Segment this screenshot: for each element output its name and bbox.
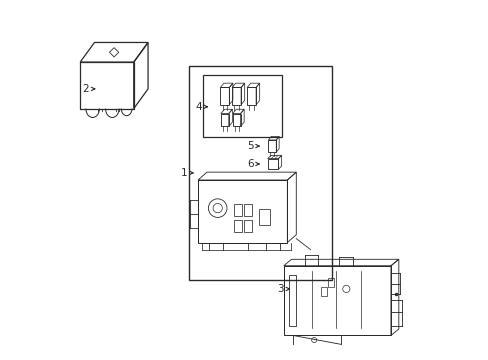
Bar	[288, 275, 295, 327]
Text: 1: 1	[181, 168, 187, 178]
Bar	[233, 220, 241, 232]
Text: 5: 5	[246, 141, 253, 151]
Bar	[203, 75, 282, 137]
Bar	[233, 204, 241, 216]
Bar	[232, 113, 240, 126]
Bar	[244, 204, 252, 216]
Bar	[321, 287, 326, 296]
Bar	[328, 278, 333, 287]
Bar	[283, 266, 390, 336]
Bar	[267, 158, 278, 169]
Bar	[232, 87, 241, 105]
Text: 3: 3	[277, 284, 283, 294]
Bar	[246, 87, 256, 105]
Bar	[244, 220, 252, 232]
Text: 2: 2	[82, 84, 89, 94]
Bar	[268, 140, 276, 152]
Bar	[189, 66, 331, 280]
Text: 6: 6	[246, 159, 253, 169]
Bar	[220, 87, 229, 105]
Text: 4: 4	[195, 102, 201, 112]
Bar	[221, 113, 228, 126]
Bar	[258, 208, 269, 225]
Bar	[198, 180, 287, 243]
